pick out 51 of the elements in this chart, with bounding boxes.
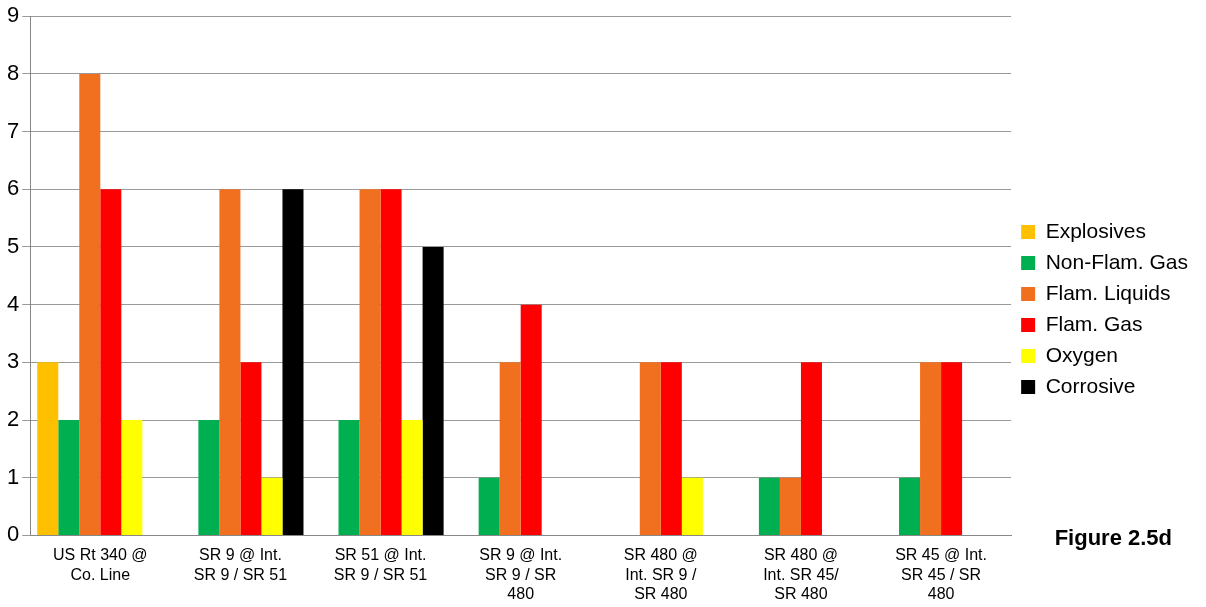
x-tick-label: SR 45 @ Int. SR 45 / SR 480 [895, 546, 987, 602]
bar [941, 362, 963, 535]
bar [359, 189, 381, 535]
y-tick-label: 4 [6, 290, 20, 316]
bar [282, 189, 304, 535]
bar [520, 304, 542, 535]
y-tick-label: 3 [6, 348, 20, 374]
bar [37, 362, 59, 535]
bar [681, 477, 703, 535]
legend-label: Flam. Gas [1045, 311, 1143, 335]
legend-label: Corrosive [1045, 373, 1136, 397]
bar [639, 362, 661, 535]
bar [380, 189, 402, 535]
bar [800, 362, 822, 535]
legend-label: Flam. Liquids [1045, 280, 1171, 304]
legend-label: Oxygen [1045, 342, 1119, 366]
bar [779, 477, 801, 535]
y-tick-label: 2 [6, 406, 20, 432]
bar [240, 362, 262, 535]
y-tick-label: 6 [6, 175, 20, 201]
x-tick-label: SR 51 @ Int. SR 9 / SR 51 [333, 546, 428, 583]
legend-label: Non-Flam. Gas [1045, 249, 1189, 273]
y-tick-label: 8 [6, 59, 20, 85]
y-tick-label: 1 [6, 463, 20, 489]
caption: Figure 2.5d [1054, 525, 1172, 551]
bar [401, 420, 423, 535]
y-tick-label: 5 [6, 233, 20, 259]
y-tick-label: 7 [6, 117, 20, 143]
bar [261, 477, 283, 535]
x-tick-label: SR 480 @ Int. SR 9 / SR 480 [623, 546, 698, 602]
bar [219, 189, 241, 535]
bar [478, 477, 500, 535]
y-tick-label: 9 [6, 2, 20, 28]
bar [660, 362, 682, 535]
bar [121, 420, 143, 535]
legend-label: Explosives [1045, 218, 1147, 242]
bar [758, 477, 780, 535]
bar [499, 362, 521, 535]
x-tick-label: SR 480 @ Int. SR 45/ SR 480 [763, 546, 840, 602]
bar [79, 73, 101, 535]
bar [899, 477, 921, 535]
bar [422, 246, 444, 535]
bar [100, 189, 122, 535]
bar [198, 420, 220, 535]
bar [58, 420, 80, 535]
x-tick-label: US Rt 340 @ Co. Line [53, 546, 148, 583]
x-tick-label: SR 9 @ Int. SR 9 / SR 480 [479, 546, 563, 602]
x-tick-label: SR 9 @ Int. SR 9 / SR 51 [193, 546, 288, 583]
bar [920, 362, 942, 535]
bar [338, 420, 360, 535]
y-tick-label: 0 [6, 521, 20, 547]
